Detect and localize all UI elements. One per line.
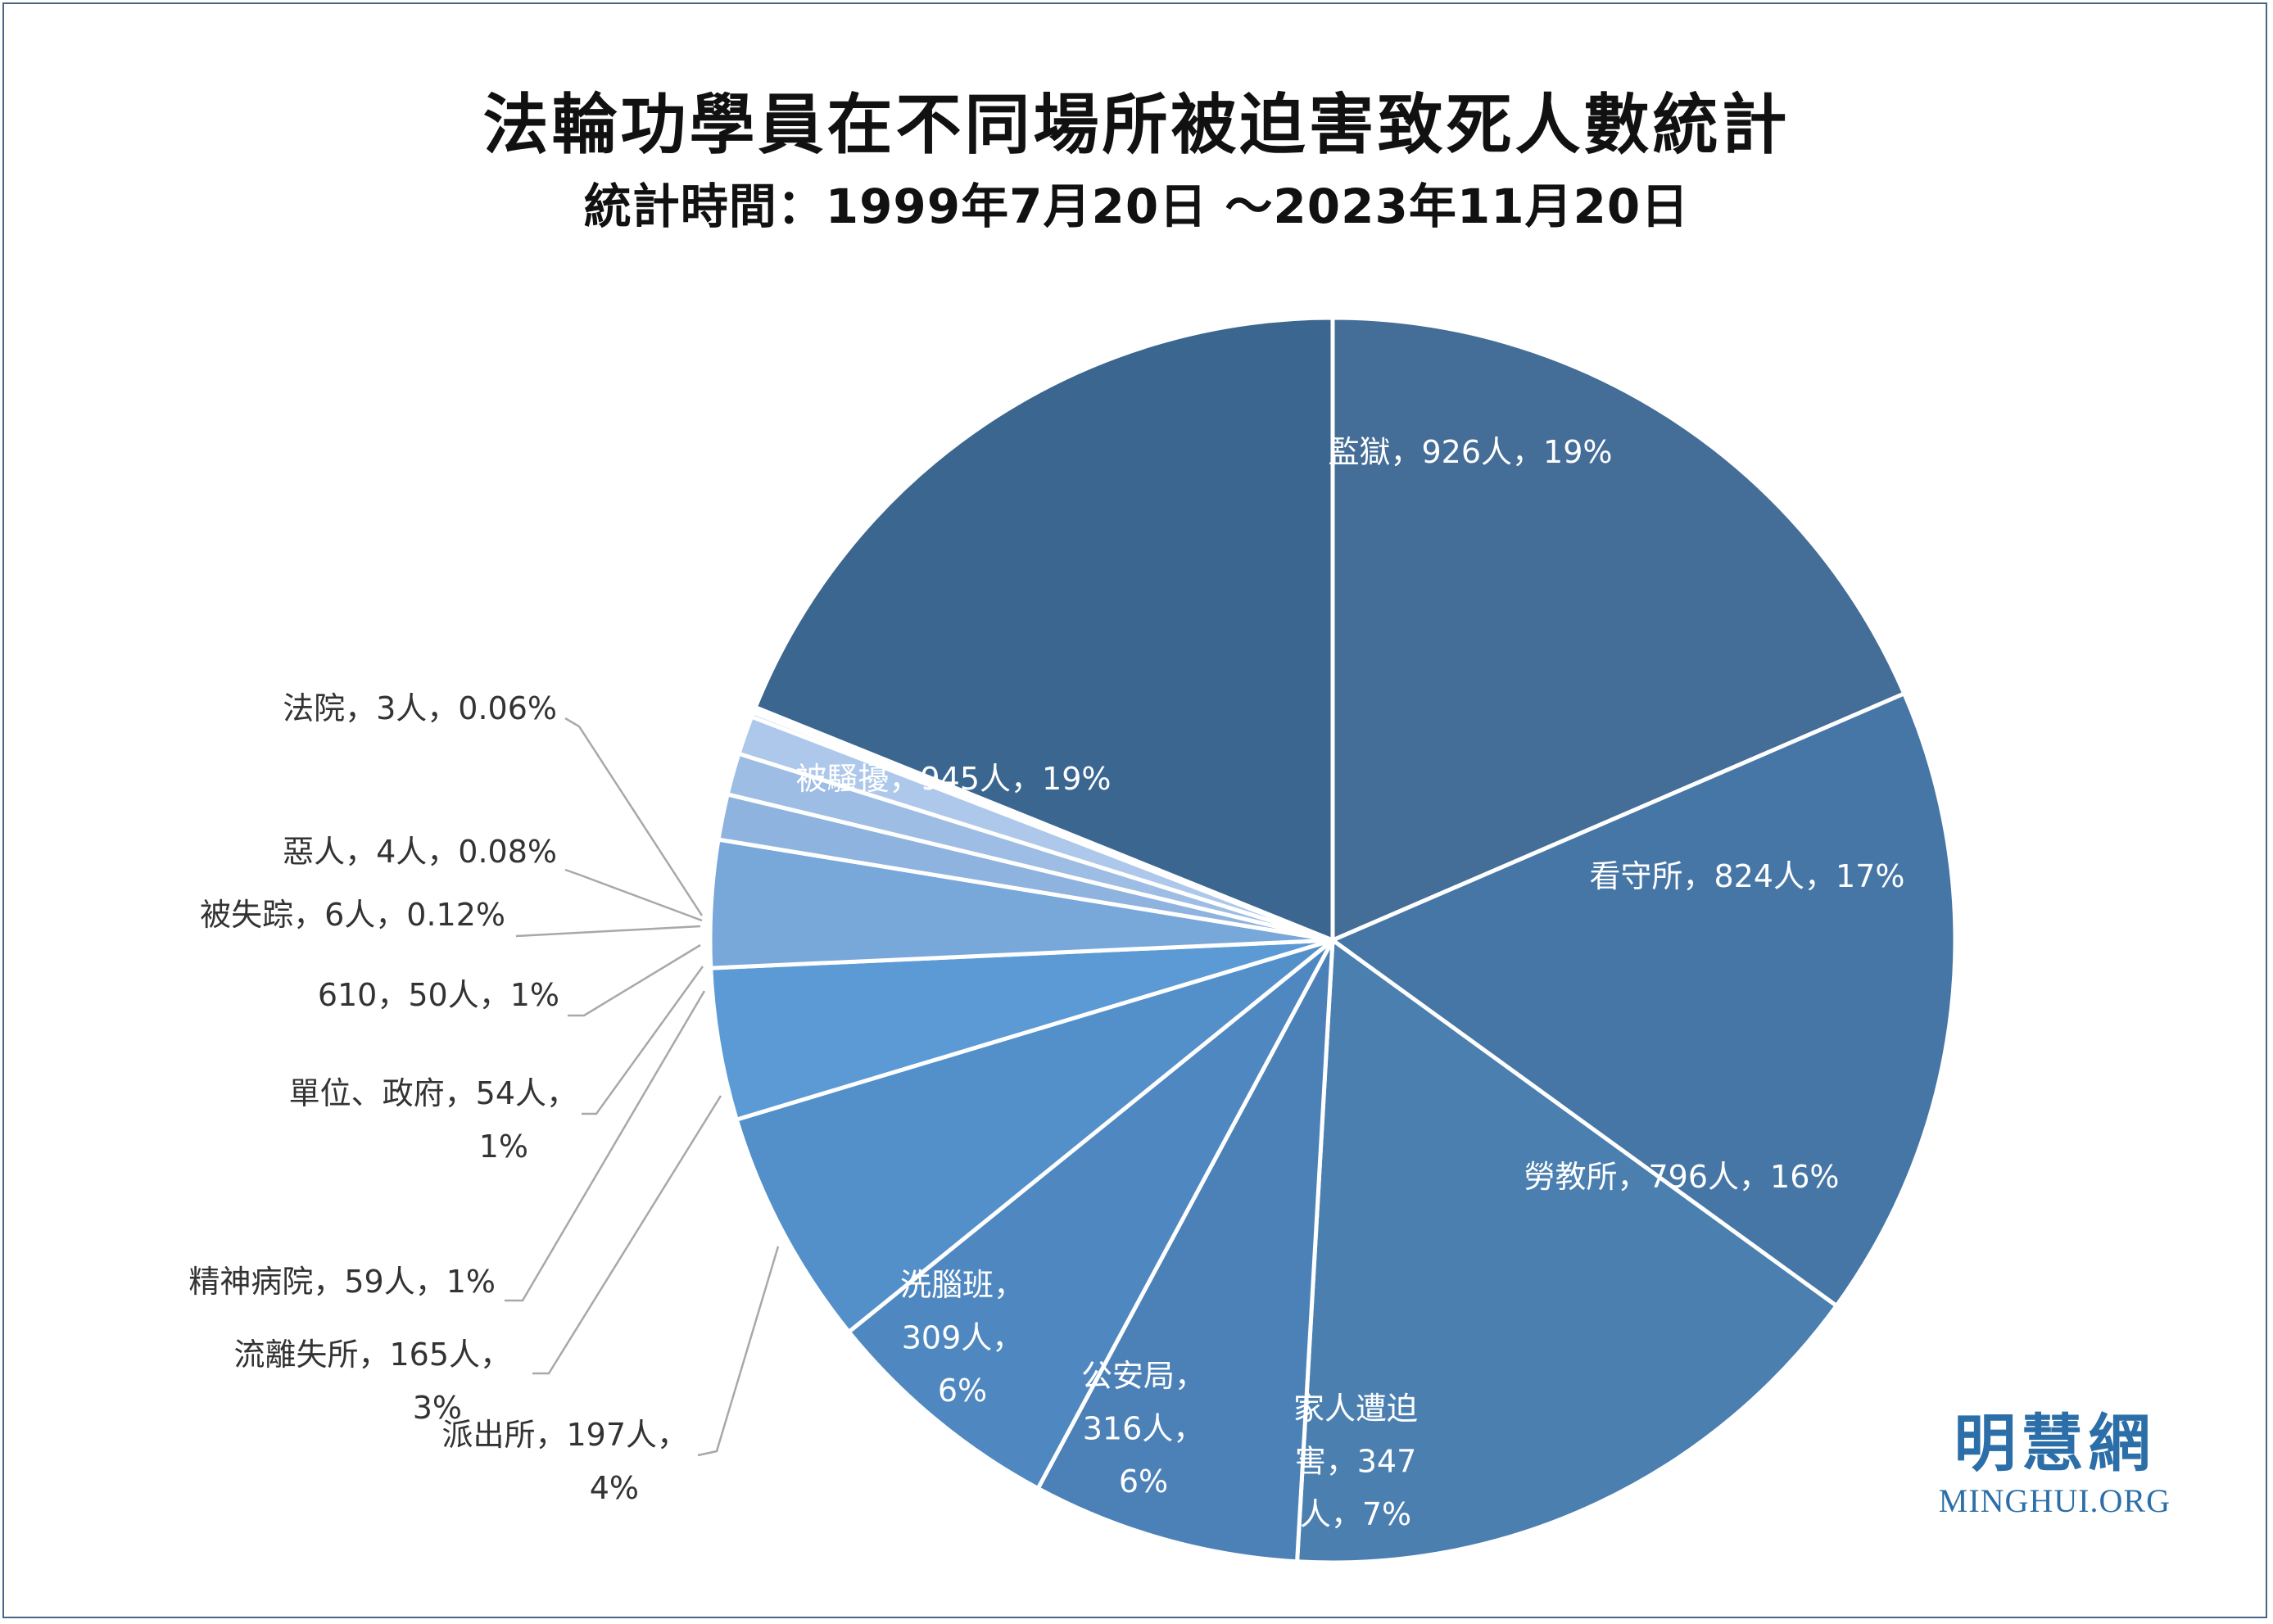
pie-slice-2 <box>1295 938 1839 1565</box>
leader-line-6 <box>697 1246 780 1457</box>
brand-logo: 明慧網 MINGHUI.ORG <box>1939 1413 2171 1518</box>
leader-line-13 <box>564 717 704 916</box>
leader-line-10 <box>568 943 701 1017</box>
slice-label-10: 610，50人，1% <box>318 977 559 1013</box>
leader-line-9 <box>582 966 704 1115</box>
slice-label-9: 單位、政府，54人， 1% <box>289 1075 577 1165</box>
pie-slice-3 <box>1035 938 1335 1564</box>
leader-line-7 <box>532 1095 722 1375</box>
slice-label-8: 精神病院，59人，1% <box>188 1264 496 1300</box>
slice-label-6: 派出所，197人， 4% <box>441 1417 688 1506</box>
pie-slice-14 <box>753 315 1335 943</box>
brand-logo-cn: 明慧網 <box>1954 1407 2156 1480</box>
leader-line-8 <box>505 990 706 1302</box>
leader-line-12 <box>564 868 703 922</box>
slice-label-12: 惡人，4人，0.08% <box>283 834 557 870</box>
slice-label-4: 公安局， 316人， 6% <box>1081 1358 1206 1500</box>
pie-slice-1 <box>1330 691 1958 1308</box>
chart-title: 法輪功學員在不同場所被迫害致死人數統計 <box>482 87 1791 163</box>
slice-label-7: 流離失所，165人， 3% <box>233 1337 511 1426</box>
leader-line-11 <box>515 925 701 938</box>
pie-slice-6 <box>709 938 1335 1122</box>
pie-slice-4 <box>846 938 1335 1491</box>
pie-slice-5 <box>734 938 1335 1334</box>
brand-logo-en: MINGHUI.ORG <box>1938 1482 2171 1519</box>
pie-slice-0 <box>1330 315 1907 943</box>
slice-label-11: 被失踪，6人，0.12% <box>200 897 505 933</box>
slice-label-3: 家人遭迫害，347 人，7% <box>1293 1391 1418 1532</box>
slice-label-13: 法院，3人，0.06% <box>283 690 557 726</box>
chart-subtitle: 統計時間：1999年7月20日 ～2023年11月20日 <box>583 179 1690 234</box>
slice-label-0: 監獄，926人，19% <box>1329 434 1613 470</box>
slice-label-5: 洗腦班， 309人， 6% <box>900 1267 1025 1409</box>
slice-label-2: 勞教所，796人，16% <box>1524 1159 1840 1195</box>
slice-label-1: 看守所，824人，17% <box>1590 858 1905 894</box>
slice-label-14: 被騷擾，945人，19% <box>796 761 1112 797</box>
